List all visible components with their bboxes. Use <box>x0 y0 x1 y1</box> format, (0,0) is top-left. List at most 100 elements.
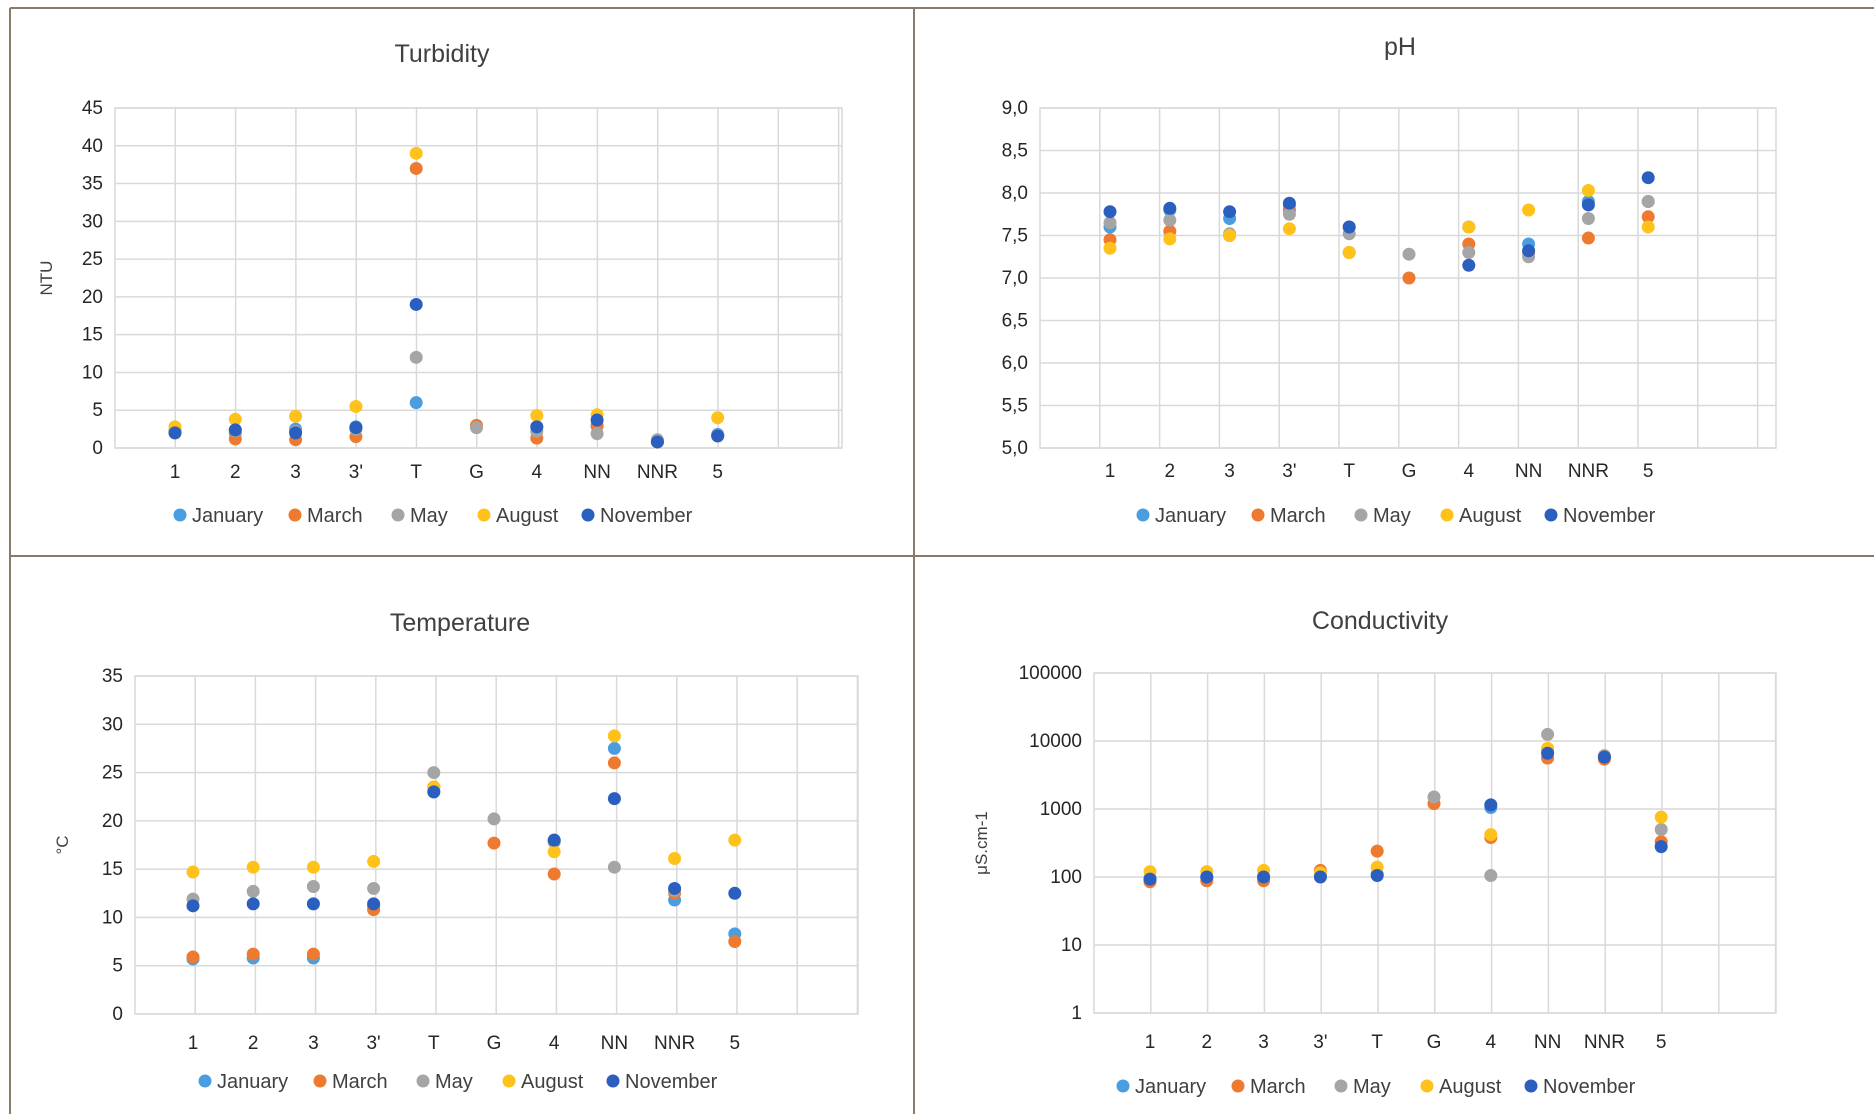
data-point <box>247 885 260 898</box>
data-point <box>247 897 260 910</box>
x-tick-label: 3 <box>1224 461 1235 482</box>
x-tick-label: NN <box>583 462 610 483</box>
legend-marker <box>392 509 405 522</box>
data-point <box>668 882 681 895</box>
y-tick-label: 8,0 <box>1002 183 1028 204</box>
y-tick-label: 8,5 <box>1002 141 1028 162</box>
data-point <box>1144 873 1157 886</box>
data-point <box>1541 728 1554 741</box>
data-point <box>1343 221 1356 234</box>
x-tick-label: G <box>469 462 484 483</box>
chart-title: Turbidity <box>395 40 490 68</box>
data-point <box>608 861 621 874</box>
x-tick-label: T <box>410 462 422 483</box>
data-point <box>1223 205 1236 218</box>
x-tick-label: NNR <box>637 462 678 483</box>
data-point <box>668 852 681 865</box>
data-point <box>1582 198 1595 211</box>
y-tick-label: 40 <box>82 136 103 157</box>
data-point <box>367 855 380 868</box>
data-point <box>470 421 483 434</box>
data-point <box>1598 751 1611 764</box>
x-tick-label: 1 <box>170 462 181 483</box>
data-point <box>1582 212 1595 225</box>
data-point <box>530 420 543 433</box>
x-tick-label: 3' <box>366 1033 380 1054</box>
legend-label: August <box>1439 1076 1502 1098</box>
data-point <box>1257 871 1270 884</box>
data-point <box>1522 244 1535 257</box>
data-point <box>247 948 260 961</box>
legend-label: March <box>307 505 363 527</box>
y-tick-label: 0 <box>92 438 103 459</box>
y-tick-label: 20 <box>82 287 103 308</box>
data-point <box>187 899 200 912</box>
y-tick-label: 9,0 <box>1002 98 1028 119</box>
legend-label: August <box>1459 505 1522 527</box>
y-tick-label: 10 <box>102 907 123 928</box>
legend-label: May <box>1353 1076 1391 1098</box>
y-tick-label: 5,0 <box>1002 438 1028 459</box>
data-point <box>1104 242 1117 255</box>
data-point <box>548 834 561 847</box>
data-point <box>1428 791 1441 804</box>
legend-marker <box>1355 509 1368 522</box>
data-point <box>1371 869 1384 882</box>
data-point <box>728 834 741 847</box>
legend-marker <box>503 1075 516 1088</box>
y-tick-label: 100 <box>1050 867 1082 888</box>
legend-marker <box>1545 509 1558 522</box>
x-tick-label: G <box>487 1033 502 1054</box>
chart-title: Conductivity <box>1312 607 1449 635</box>
data-point <box>289 426 302 439</box>
legend-marker <box>607 1075 620 1088</box>
data-point <box>591 414 604 427</box>
data-point <box>548 867 561 880</box>
data-point <box>608 729 621 742</box>
x-tick-label: 4 <box>1486 1032 1497 1053</box>
x-tick-label: T <box>428 1033 440 1054</box>
data-point <box>1655 811 1668 824</box>
x-tick-label: NNR <box>654 1033 695 1054</box>
data-point <box>367 897 380 910</box>
y-tick-label: 1000 <box>1040 799 1082 820</box>
x-tick-label: G <box>1427 1032 1442 1053</box>
legend-marker <box>314 1075 327 1088</box>
data-point <box>289 410 302 423</box>
data-point <box>349 400 362 413</box>
y-axis-label: μS.cm-1 <box>972 811 991 875</box>
legend-marker <box>582 509 595 522</box>
data-point <box>608 742 621 755</box>
y-tick-label: 30 <box>102 714 123 735</box>
data-point <box>1484 869 1497 882</box>
data-point <box>307 948 320 961</box>
legend-marker <box>478 509 491 522</box>
x-tick-label: 4 <box>532 462 543 483</box>
legend-marker <box>1421 1080 1434 1093</box>
x-tick-label: T <box>1371 1032 1383 1053</box>
legend-marker <box>1525 1080 1538 1093</box>
data-point <box>728 935 741 948</box>
data-point <box>1655 840 1668 853</box>
data-point <box>1163 232 1176 245</box>
legend-marker <box>1117 1080 1130 1093</box>
x-tick-label: 5 <box>712 462 723 483</box>
y-tick-label: 7,5 <box>1002 226 1028 247</box>
data-point <box>1223 229 1236 242</box>
data-point <box>711 429 724 442</box>
legend-marker <box>417 1075 430 1088</box>
data-point <box>427 766 440 779</box>
data-point <box>410 162 423 175</box>
x-tick-label: NNR <box>1568 461 1609 482</box>
y-tick-label: 100000 <box>1019 663 1082 684</box>
legend-marker <box>1335 1080 1348 1093</box>
x-tick-label: T <box>1343 461 1355 482</box>
x-tick-label: NNR <box>1584 1032 1625 1053</box>
x-tick-label: 3' <box>1282 461 1296 482</box>
data-point <box>1343 246 1356 259</box>
legend-label: January <box>192 505 263 527</box>
legend-marker <box>1232 1080 1245 1093</box>
data-point <box>1541 747 1554 760</box>
legend-marker <box>289 509 302 522</box>
